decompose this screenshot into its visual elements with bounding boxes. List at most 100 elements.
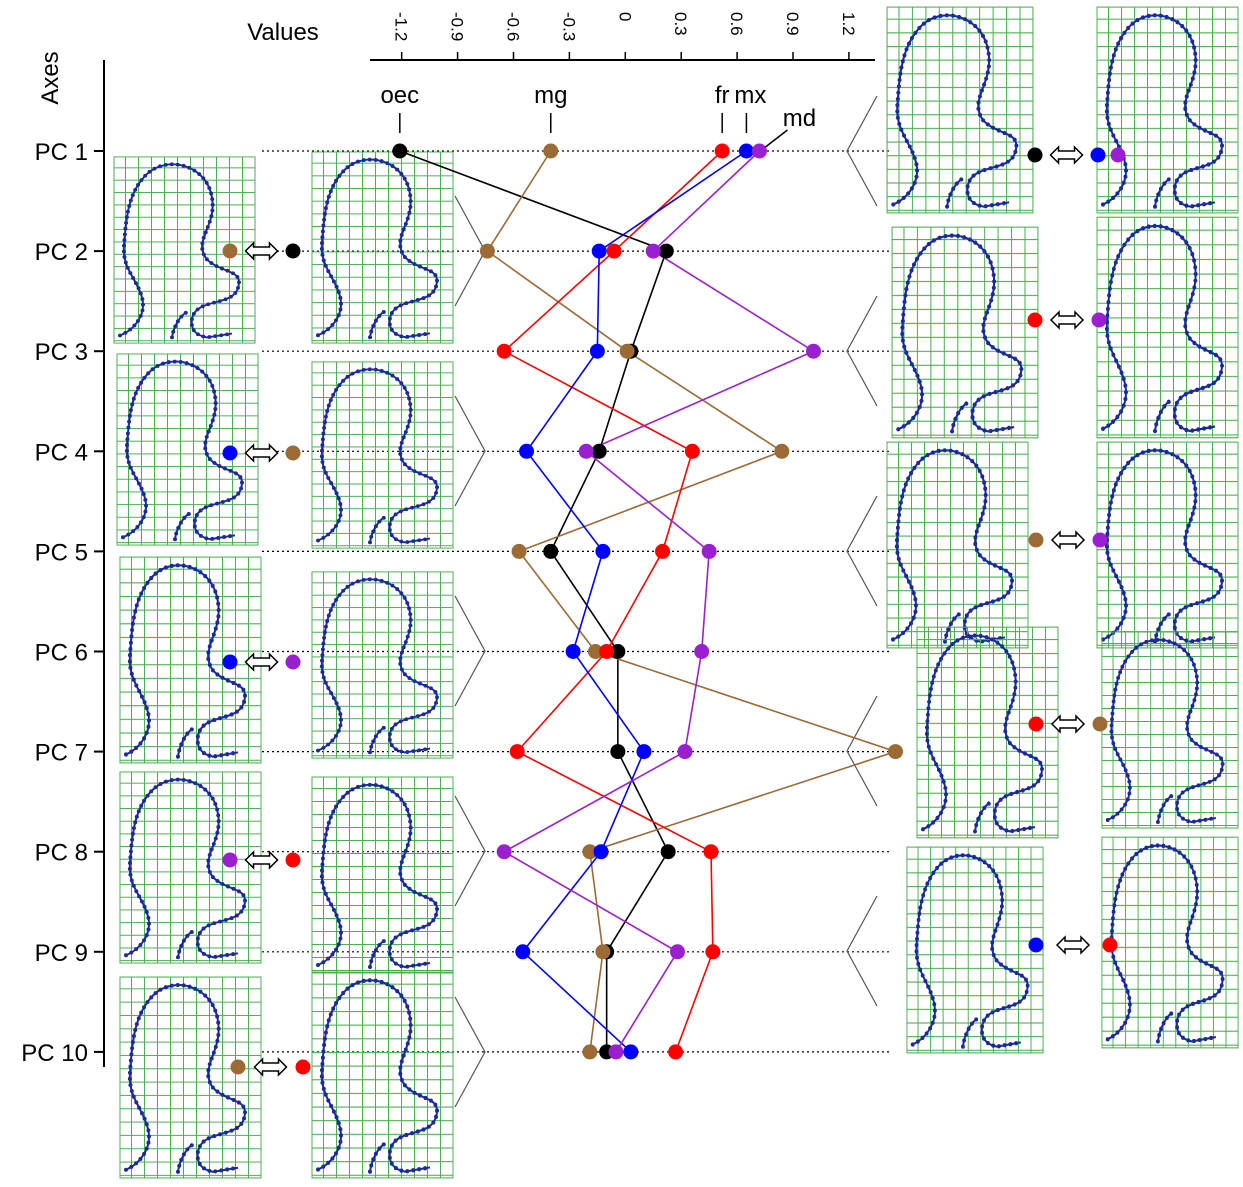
- data-point: [659, 244, 674, 259]
- legend-label: fr: [715, 82, 730, 109]
- x-tick-label: 0.6: [727, 12, 746, 36]
- legend-label: oec: [380, 82, 419, 109]
- group-marker: [223, 446, 238, 461]
- double-arrow: [1052, 716, 1084, 732]
- deformation-grid: [312, 362, 453, 548]
- y-tick-label: PC 4: [35, 439, 88, 466]
- chart: Values Axes PC 1PC 2PC 3PC 4PC 5PC 6PC 7…: [0, 0, 1243, 1187]
- data-point: [636, 744, 651, 759]
- y-tick-label: PC 9: [35, 940, 88, 967]
- leader: [765, 130, 787, 147]
- x-tick-label: -0.3: [559, 12, 578, 41]
- y-tick-label: PC 7: [35, 740, 88, 767]
- data-point: [739, 144, 754, 159]
- chevron: [455, 997, 485, 1107]
- legend-label: mx: [734, 82, 766, 109]
- data-point: [705, 944, 720, 959]
- data-point: [620, 344, 635, 359]
- chevron: [455, 796, 485, 906]
- group-marker: [286, 446, 301, 461]
- data-point: [661, 844, 676, 859]
- data-point: [715, 144, 730, 159]
- group-marker: [286, 655, 301, 670]
- y-tick-label: PC 10: [21, 1040, 88, 1067]
- data-point: [510, 744, 525, 759]
- deformation-grid: [892, 227, 1038, 438]
- data-point: [582, 1044, 597, 1059]
- data-point: [579, 444, 594, 459]
- deformation-grid: [1102, 837, 1238, 1048]
- chevron: [847, 896, 877, 1006]
- group-marker: [1111, 148, 1126, 163]
- data-point: [497, 844, 512, 859]
- data-point: [607, 244, 622, 259]
- double-arrow: [1052, 532, 1084, 548]
- group-marker: [296, 1060, 311, 1075]
- chevron: [455, 596, 485, 706]
- data-point: [670, 944, 685, 959]
- data-point: [392, 144, 407, 159]
- deformation-grid: [1097, 442, 1238, 648]
- data-point: [677, 744, 692, 759]
- deformation-grid: [1097, 7, 1238, 213]
- double-arrow: [1057, 937, 1089, 953]
- group-marker: [1093, 533, 1108, 548]
- double-arrow: [246, 445, 278, 461]
- data-point: [595, 544, 610, 559]
- data-point: [806, 344, 821, 359]
- data-point: [480, 244, 495, 259]
- deformation-grid: [120, 977, 261, 1178]
- x-tick-label: 0.3: [671, 12, 690, 36]
- deformation-grid: [887, 442, 1028, 648]
- data-point: [668, 1044, 683, 1059]
- data-point: [595, 944, 610, 959]
- data-point: [752, 144, 767, 159]
- deformation-grid: [312, 777, 453, 973]
- deformation-grid: [312, 152, 453, 343]
- group-marker: [1028, 313, 1043, 328]
- group-marker: [286, 244, 301, 259]
- data-point: [592, 444, 607, 459]
- data-point: [515, 944, 530, 959]
- series-line: [487, 151, 895, 1052]
- data-point: [512, 544, 527, 559]
- group-marker: [1093, 717, 1108, 732]
- y-axis-label: Axes: [37, 51, 64, 104]
- y-tick-label: PC 3: [35, 339, 88, 366]
- double-arrow: [1051, 147, 1083, 163]
- data-point: [592, 244, 607, 259]
- double-arrow: [246, 243, 278, 259]
- double-arrow: [255, 1059, 287, 1075]
- data-point: [599, 644, 614, 659]
- group-marker: [1103, 938, 1118, 953]
- data-point: [594, 844, 609, 859]
- data-point: [774, 444, 789, 459]
- data-point: [566, 644, 581, 659]
- data-point: [685, 444, 700, 459]
- group-marker: [1091, 148, 1106, 163]
- group-marker: [1029, 938, 1044, 953]
- data-point: [694, 644, 709, 659]
- deformation-grid: [907, 847, 1043, 1053]
- data-point: [702, 544, 717, 559]
- data-point: [543, 544, 558, 559]
- group-marker: [286, 853, 301, 868]
- data-point: [888, 744, 903, 759]
- deformation-grid: [917, 627, 1058, 838]
- group-marker: [1029, 533, 1044, 548]
- legend-label: mg: [534, 82, 567, 109]
- deformation-grid: [887, 7, 1033, 213]
- data-point: [543, 144, 558, 159]
- data-point: [519, 444, 534, 459]
- chevron: [455, 396, 485, 506]
- group-marker: [1029, 717, 1044, 732]
- group-marker: [223, 853, 238, 868]
- y-tick-label: PC 5: [35, 539, 88, 566]
- y-tick-label: PC 8: [35, 840, 88, 867]
- data-point: [646, 244, 661, 259]
- group-marker: [1028, 148, 1043, 163]
- data-point: [497, 344, 512, 359]
- x-tick-label: 1.2: [839, 12, 858, 36]
- x-tick-label: 0.9: [783, 12, 802, 36]
- data-point: [610, 744, 625, 759]
